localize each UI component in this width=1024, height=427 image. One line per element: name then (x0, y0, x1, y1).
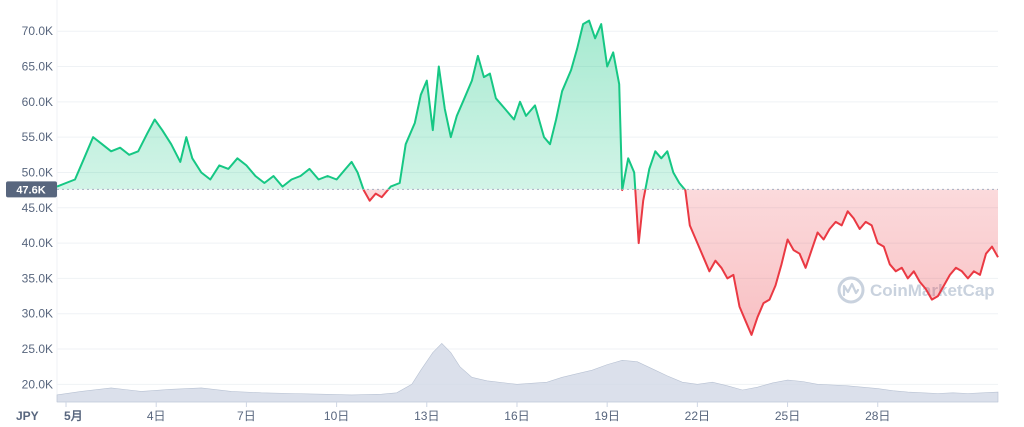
current-price-badge (6, 181, 57, 198)
x-tick-label: 5月 (64, 409, 83, 423)
y-tick-label: 45.0K (22, 201, 53, 215)
currency-label: JPY (16, 409, 39, 423)
x-tick-label: 16日 (504, 409, 529, 423)
volume-area (56, 342, 999, 403)
price-line-up (56, 19, 687, 190)
x-tick-label: 25日 (775, 409, 800, 423)
y-tick-label: 20.0K (22, 377, 53, 391)
price-line-down (362, 189, 999, 336)
y-tick-label: 35.0K (22, 271, 53, 285)
y-tick-label: 55.0K (22, 130, 53, 144)
current-price-label: 47.6K (6, 181, 57, 198)
volume-shape (56, 342, 999, 403)
price-area (57, 20, 998, 335)
y-tick-label: 30.0K (22, 307, 53, 321)
y-axis: 70.0K 65.0K 60.0K 55.0K 50.0K 45.0K 40.0K 35.0K… (22, 24, 53, 391)
x-tick-label: 7日 (237, 409, 256, 423)
x-tick-label: 13日 (414, 409, 439, 423)
current-price-text: 47.6K (16, 184, 45, 196)
x-tick-label: 28日 (865, 409, 890, 423)
price-line (56, 19, 999, 336)
y-tick-label: 70.0K (22, 24, 53, 38)
x-axis: 5月 4日 7日 10日 13日 16日 19日 22日 25日 28日 (64, 402, 890, 423)
x-tick-label: 19日 (594, 409, 619, 423)
y-tick-label: 40.0K (22, 236, 53, 250)
x-tick-label: 4日 (147, 409, 166, 423)
y-tick-label: 25.0K (22, 342, 53, 356)
x-tick-label: 22日 (685, 409, 710, 423)
area-above-baseline (57, 20, 998, 190)
y-tick-label: 50.0K (22, 165, 53, 179)
y-tick-label: 65.0K (22, 60, 53, 74)
coinmarketcap-logo-icon (837, 276, 865, 304)
area-below-baseline (363, 189, 998, 335)
x-tick-label: 10日 (324, 409, 349, 423)
y-tick-label: 60.0K (22, 95, 53, 109)
coinmarketcap-watermark: CoinMarketCap (837, 276, 995, 304)
